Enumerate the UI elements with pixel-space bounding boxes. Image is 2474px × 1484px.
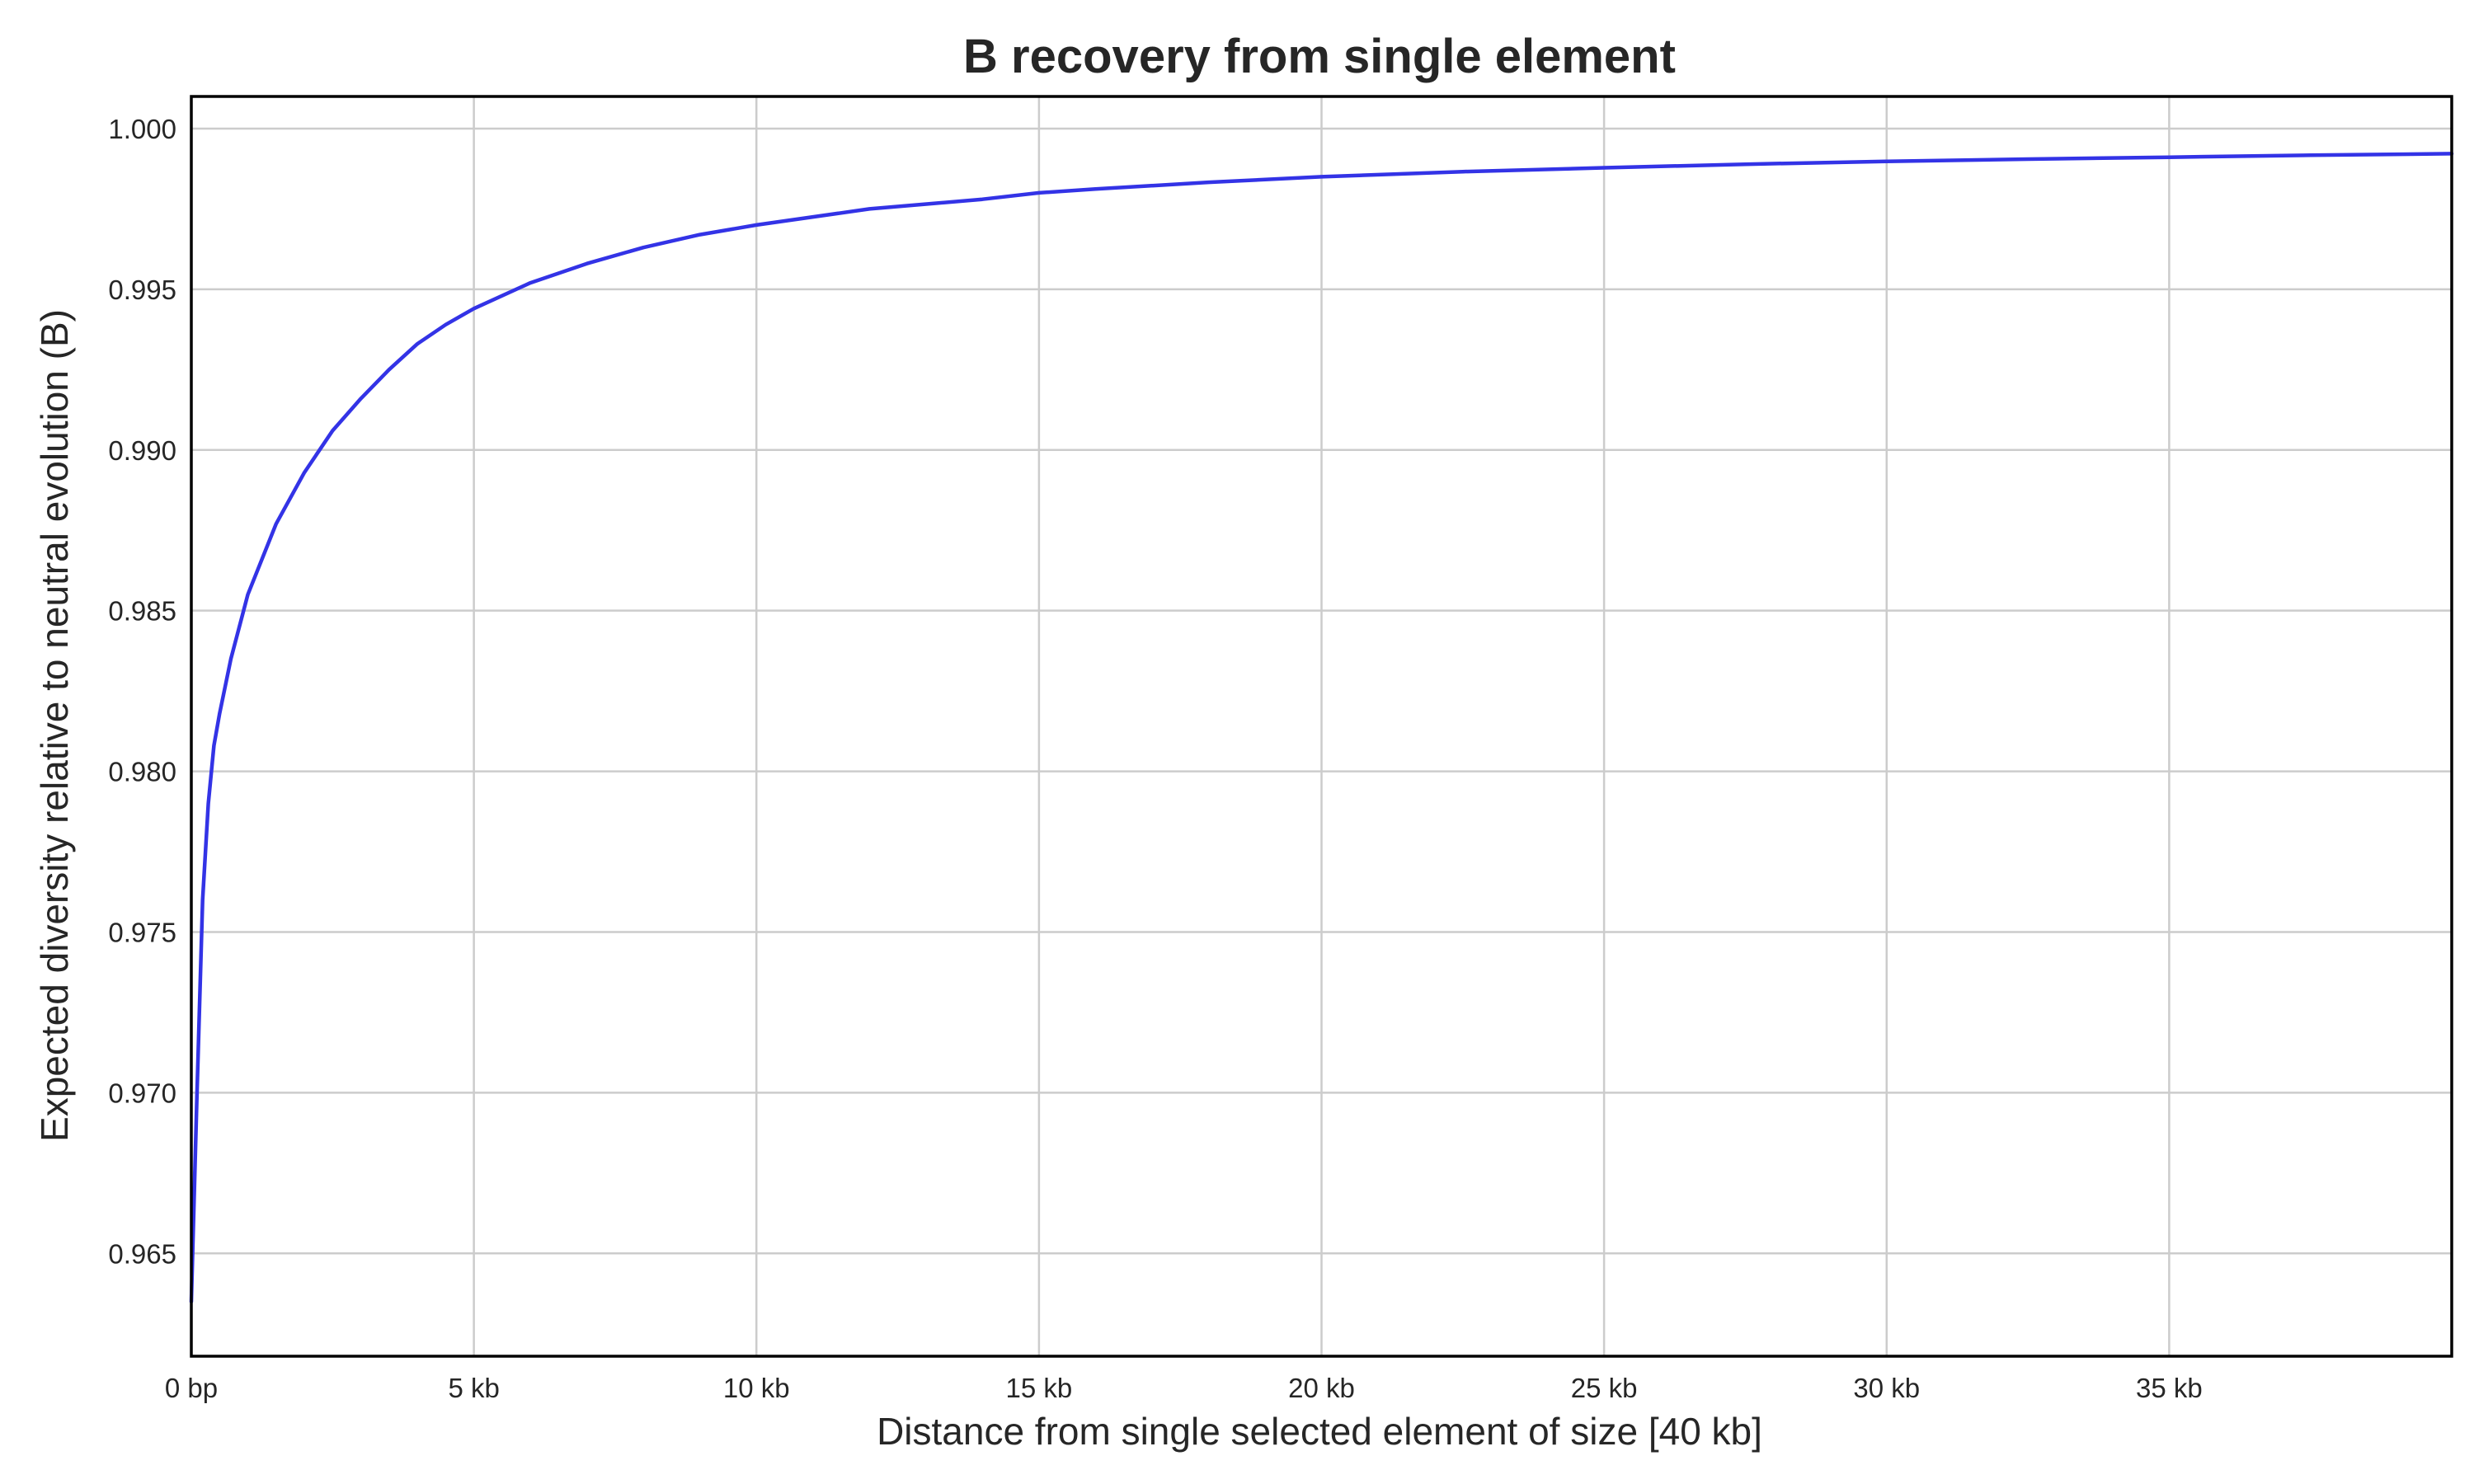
plot-frame (190, 95, 2453, 1358)
x-tick-label: 10 kb (723, 1373, 790, 1403)
chart-title: B recovery from single element (963, 30, 1676, 83)
y-axis-label: Expected diversity relative to neutral e… (33, 309, 76, 1142)
grid-lines (190, 96, 2452, 1356)
y-tick-label: 0.975 (108, 917, 176, 947)
y-tick-label: 0.980 (108, 757, 176, 787)
x-tick-label: 5 kb (448, 1373, 499, 1403)
x-tick-label: 20 kb (1288, 1373, 1355, 1403)
x-axis-label: Distance from single selected element of… (877, 1410, 1762, 1453)
x-tick-label: 0 bp (165, 1373, 218, 1403)
x-tick-label: 35 kb (2136, 1373, 2203, 1403)
x-tick-label: 15 kb (1006, 1373, 1073, 1403)
x-tick-label: 30 kb (1853, 1373, 1920, 1403)
y-tick-label: 0.965 (108, 1238, 176, 1269)
series-group (189, 152, 2454, 1303)
y-tick-label: 0.985 (108, 596, 176, 627)
y-tick-label: 0.990 (108, 435, 176, 466)
y-tick-labels: 0.965 0.970 0.975 0.980 0.985 0.990 0.995 1.000 (108, 114, 176, 1269)
series-line-0 (189, 152, 2454, 1303)
x-tick-label: 25 kb (1571, 1373, 1638, 1403)
x-tick-labels: 0 bp 5 kb 10 kb 15 kb 20 kb 25 kb 30 kb 35 kb (165, 1373, 2203, 1403)
y-tick-label: 1.000 (108, 114, 176, 144)
y-tick-label: 0.970 (108, 1078, 176, 1108)
y-tick-label: 0.995 (108, 275, 176, 305)
